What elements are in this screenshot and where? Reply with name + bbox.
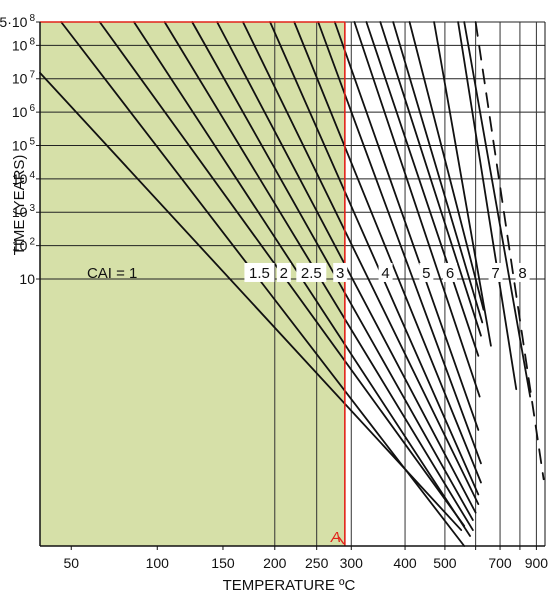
series-line-17 xyxy=(433,21,492,347)
x-tick-label-1: 100 xyxy=(146,555,170,571)
x-tick-label-2: 150 xyxy=(211,555,235,571)
x-tick-label-6: 400 xyxy=(393,555,417,571)
shaded-region xyxy=(40,22,345,546)
marker-arrow xyxy=(338,536,345,545)
series-line-19 xyxy=(463,21,532,398)
x-tick-label-11: 900 xyxy=(525,555,549,571)
cai-label-1: 1.5 xyxy=(249,265,270,282)
x-tick-label-9: 700 xyxy=(488,555,512,571)
y-tick-label-3: 10 4 xyxy=(12,170,36,187)
cai-label-bg-1 xyxy=(244,262,275,282)
series-line-8 xyxy=(269,21,480,496)
y-tick-label-5: 10 6 xyxy=(12,103,36,120)
cai-label-4: 3 xyxy=(336,265,344,282)
chart-shaded-region-group xyxy=(40,22,345,546)
cai-label-bg-8 xyxy=(488,262,503,282)
y-tick-label-4: 10 5 xyxy=(12,136,36,153)
y-tick-label-0: 10 xyxy=(19,271,35,287)
y-tick-label-8: 5·10 8 xyxy=(0,13,35,30)
series-line-0 xyxy=(39,71,463,531)
series-line-15 xyxy=(392,21,484,324)
cai-label-bg-7 xyxy=(443,262,458,282)
y-tick-label-6: 10 7 xyxy=(12,70,36,87)
series-line-1 xyxy=(60,21,466,547)
chart-marker-group: A xyxy=(40,21,346,546)
cai-label-7: 6 xyxy=(446,265,454,282)
series-line-16 xyxy=(408,21,485,311)
y-tick-label-7: 10 8 xyxy=(12,36,36,53)
x-tick-label-0: 50 xyxy=(63,555,79,571)
cai-label-3: 2.5 xyxy=(301,265,322,282)
cai-label-bg-9 xyxy=(515,262,530,282)
cai-label-bg-2 xyxy=(276,262,291,282)
series-line-14 xyxy=(379,21,482,337)
cai-label-0: CAI = 1 xyxy=(87,265,137,282)
cai-label-bg-4 xyxy=(333,262,348,282)
cai-label-bg-5 xyxy=(378,262,393,282)
y-tick-label-1: 10 2 xyxy=(12,237,36,254)
series-line-12 xyxy=(353,21,481,398)
x-tick-label-4: 250 xyxy=(305,555,329,571)
series-line-20 xyxy=(474,21,545,481)
cai-label-bg-6 xyxy=(419,262,434,282)
y-tick-label-2: 10 3 xyxy=(12,203,36,220)
cai-label-8: 7 xyxy=(491,265,499,282)
cai-label-6: 5 xyxy=(422,265,430,282)
cai-label-5: 4 xyxy=(381,265,389,282)
cai-label-2: 2 xyxy=(280,265,288,282)
series-line-7 xyxy=(242,21,480,506)
x-tick-label-5: 300 xyxy=(340,555,364,571)
x-tick-label-7: 500 xyxy=(433,555,457,571)
cai-label-9: 8 xyxy=(518,265,526,282)
marker-label: A xyxy=(330,529,341,546)
y-axis-title: TIME (YEARS) xyxy=(11,155,28,256)
cai-label-bg-3 xyxy=(296,262,327,282)
chart-labels-group: CAI = 1 1.5 2 2.5 3 4 5 6 7 8 xyxy=(87,262,530,282)
x-tick-label-3: 200 xyxy=(263,555,287,571)
series-line-11 xyxy=(333,21,480,431)
series-line-5 xyxy=(191,21,474,521)
series-line-9 xyxy=(293,21,482,484)
series-line-18 xyxy=(457,21,518,391)
x-axis-title: TEMPERATURE ºC xyxy=(223,577,356,594)
series-line-13 xyxy=(365,21,480,357)
